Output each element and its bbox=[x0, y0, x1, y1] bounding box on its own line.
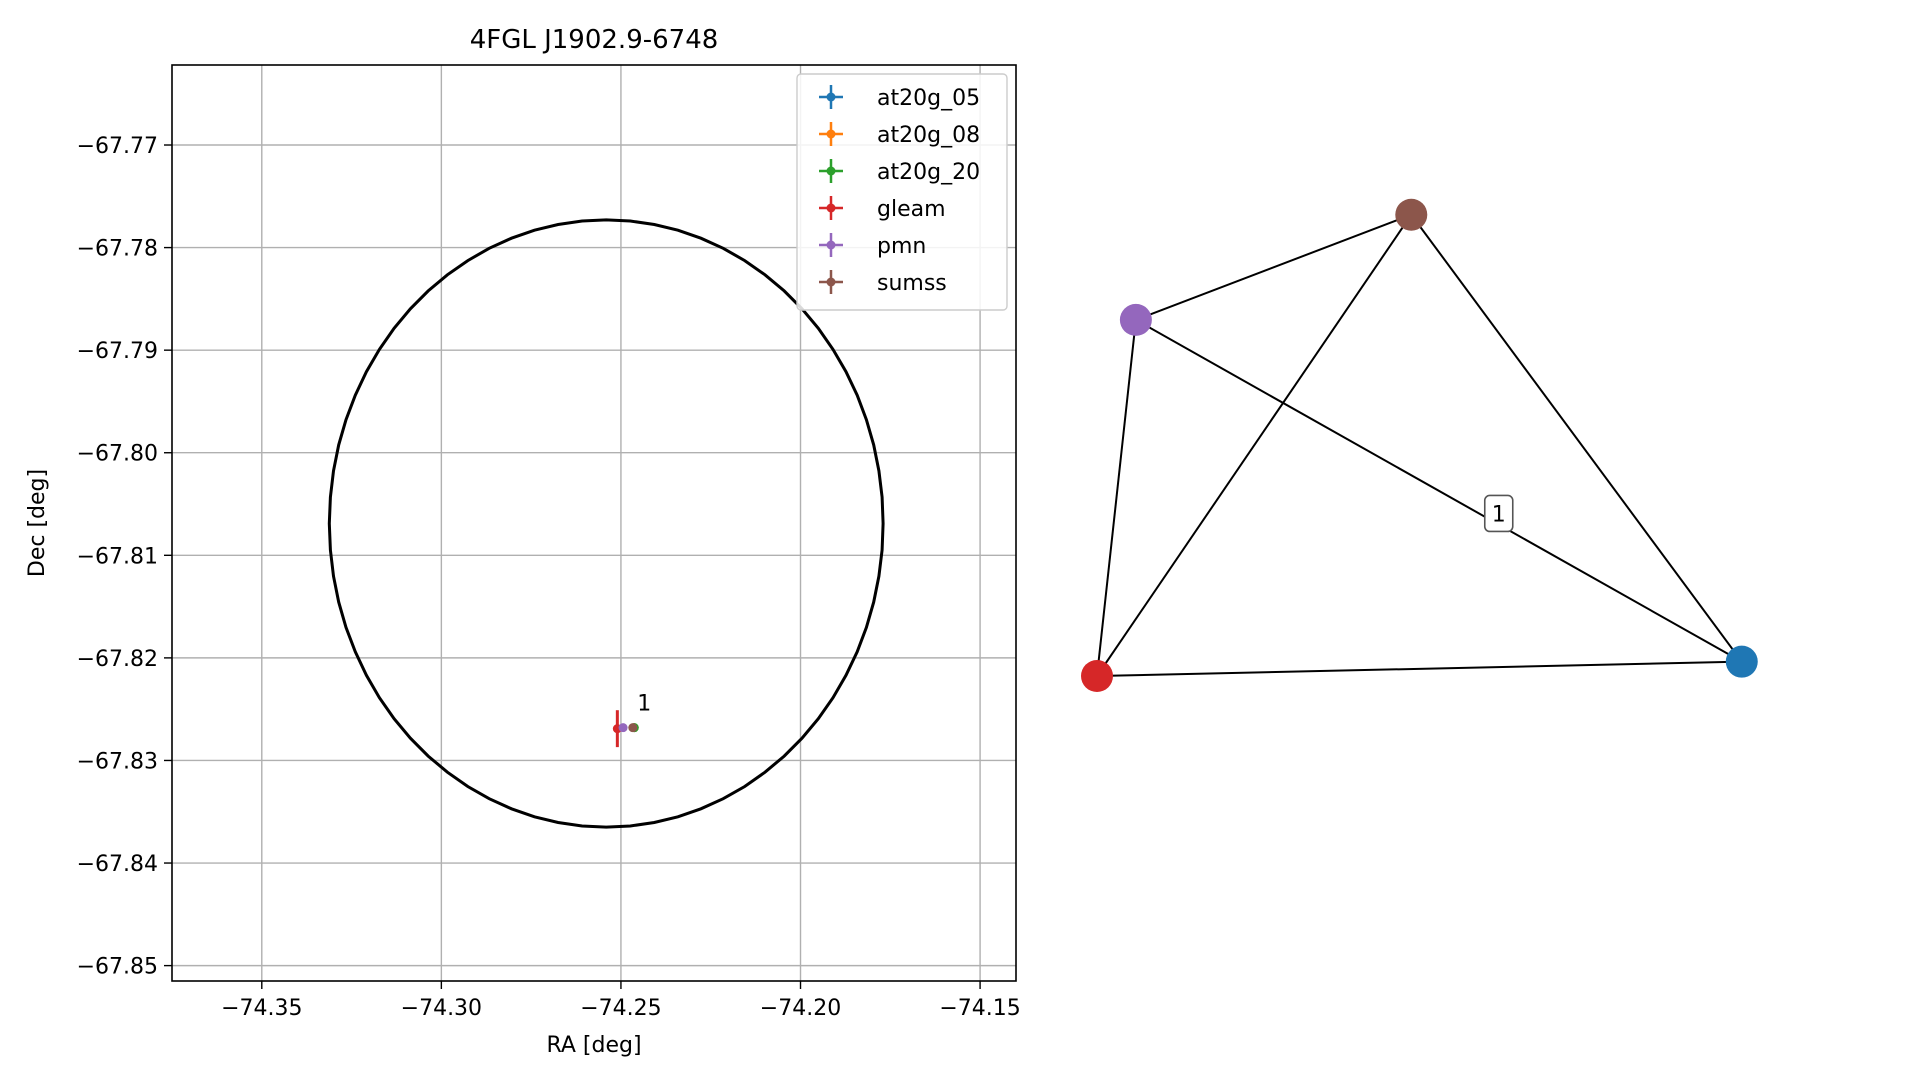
graph-nodes bbox=[1081, 198, 1758, 692]
graph-edge bbox=[1096, 214, 1413, 677]
legend-marker-dot bbox=[826, 129, 836, 139]
graph-node-gleam bbox=[1081, 660, 1113, 692]
x-axis-label: RA [deg] bbox=[546, 1033, 641, 1058]
graph-label: 1 bbox=[1483, 494, 1514, 533]
data-point bbox=[628, 723, 638, 733]
graph-edge bbox=[1135, 319, 1743, 663]
series-sumss bbox=[628, 723, 638, 733]
graph-label-text: 1 bbox=[1492, 502, 1506, 527]
legend-entry: at20g_20 bbox=[819, 159, 980, 185]
legend-entry: at20g_08 bbox=[819, 122, 980, 148]
y-tick-label: −67.85 bbox=[77, 955, 158, 980]
legend-marker-dot bbox=[826, 166, 836, 176]
y-tick-label: −67.84 bbox=[77, 852, 158, 877]
x-tick-label: −74.35 bbox=[221, 996, 302, 1021]
y-axis-ticks: −67.77 −67.78 −67.79 −67.80 −67.81 −67.82 −67.… bbox=[77, 134, 172, 980]
legend-box bbox=[796, 73, 1008, 311]
graph-edge bbox=[1096, 660, 1742, 677]
x-axis-ticks: −74.35 −74.30 −74.25 −74.20 −74.15 bbox=[221, 981, 1021, 1021]
legend-marker-dot bbox=[826, 203, 836, 213]
chart-title: 4FGL J1902.9-6748 bbox=[470, 25, 719, 55]
y-tick-label: −67.78 bbox=[77, 237, 158, 262]
data-point bbox=[618, 723, 628, 733]
localization-ellipse-group bbox=[327, 218, 885, 829]
x-tick-label: −74.15 bbox=[939, 996, 1020, 1021]
legend-label: at20g_05 bbox=[877, 86, 980, 111]
y-tick-label: −67.83 bbox=[77, 749, 158, 774]
legend-entry: gleam bbox=[819, 196, 946, 222]
y-tick-label: −67.82 bbox=[77, 647, 158, 672]
legend-label: pmn bbox=[877, 234, 926, 259]
x-tick-label: −74.25 bbox=[580, 996, 661, 1021]
y-axis-label: Dec [deg] bbox=[25, 469, 50, 577]
graph-edge bbox=[1135, 213, 1412, 321]
legend-label: gleam bbox=[877, 197, 946, 222]
annotations: 1 bbox=[637, 691, 651, 716]
y-tick-label: −67.77 bbox=[77, 134, 158, 159]
grid bbox=[172, 65, 1016, 981]
sky-position-panel: 4FGL J1902.9-6748 1 −74.35 −74.30 −74.25 −7… bbox=[25, 25, 1021, 1058]
y-tick-label: −67.80 bbox=[77, 442, 158, 467]
localization-ellipse bbox=[327, 218, 885, 829]
association-graph-panel: 1 bbox=[1081, 198, 1758, 692]
x-tick-label: −74.20 bbox=[760, 996, 841, 1021]
legend-label: at20g_20 bbox=[877, 160, 980, 185]
plot-frame bbox=[171, 64, 1017, 982]
series-pmn bbox=[618, 723, 628, 733]
legend-label: sumss bbox=[877, 271, 947, 296]
graph-node-at20g bbox=[1725, 645, 1758, 678]
legend-marker-dot bbox=[826, 240, 836, 250]
graph-node-sumss bbox=[1395, 198, 1428, 231]
legend-entry: sumss bbox=[819, 270, 947, 296]
graph-edges bbox=[1096, 213, 1743, 677]
graph-edge bbox=[1410, 214, 1743, 663]
source-points bbox=[612, 710, 639, 748]
legend-marker-dot bbox=[826, 92, 836, 102]
legend-entry: pmn bbox=[819, 233, 926, 259]
graph-label-box bbox=[1483, 494, 1514, 533]
legend-entry: at20g_05 bbox=[819, 85, 980, 111]
legend-label: at20g_08 bbox=[877, 123, 980, 148]
y-tick-label: −67.81 bbox=[77, 544, 158, 569]
graph-node-pmn bbox=[1119, 303, 1152, 336]
x-tick-label: −74.30 bbox=[401, 996, 482, 1021]
legend-marker-dot bbox=[826, 277, 836, 287]
y-tick-label: −67.79 bbox=[77, 339, 158, 364]
graph-edge bbox=[1096, 319, 1137, 677]
point-annotation: 1 bbox=[637, 691, 651, 716]
